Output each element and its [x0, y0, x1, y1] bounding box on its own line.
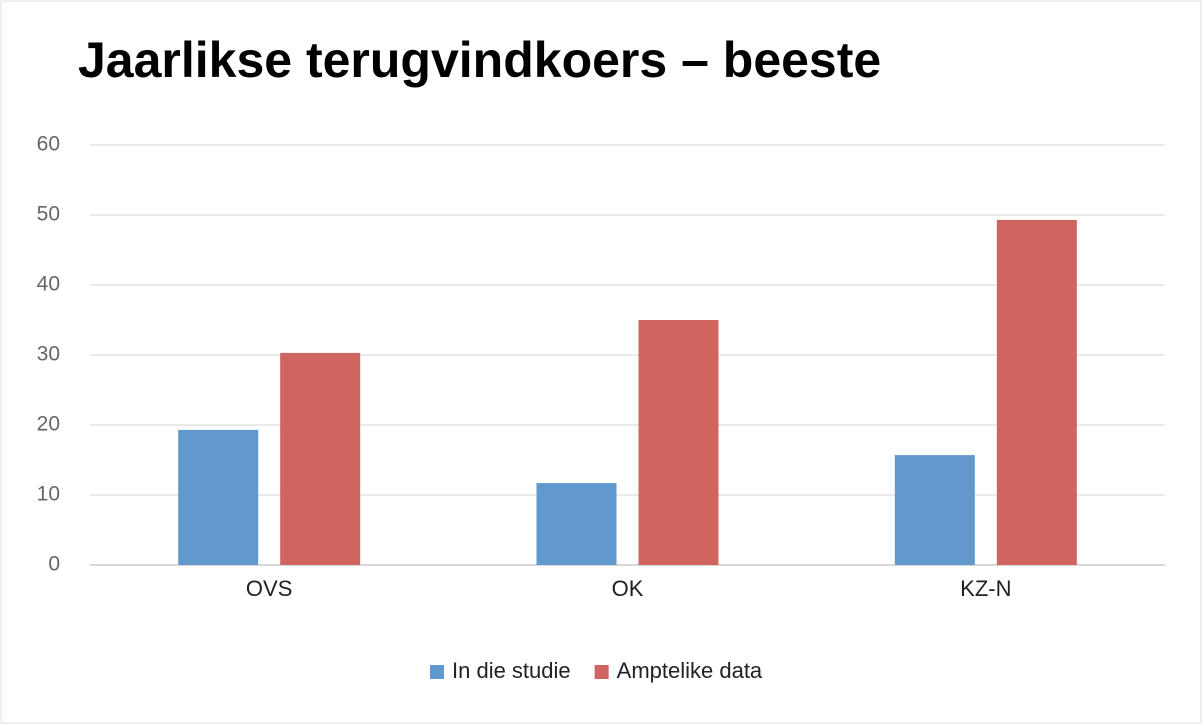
- bar: [638, 320, 719, 565]
- y-tick-label: 30: [37, 343, 60, 366]
- bar: [996, 219, 1077, 565]
- x-tick-label: KZ-N: [960, 576, 1011, 601]
- bar: [178, 429, 259, 565]
- y-tick-label: 50: [37, 203, 60, 226]
- y-tick-label: 60: [37, 133, 60, 156]
- y-tick-label: 40: [37, 273, 60, 296]
- legend-label: Amptelike data: [617, 658, 763, 683]
- legend-swatch: [430, 665, 444, 679]
- legend-swatch: [594, 665, 609, 679]
- x-tick-label: OVS: [246, 576, 292, 601]
- bar: [894, 455, 975, 565]
- bar: [536, 483, 617, 565]
- x-tick-label: OK: [612, 576, 644, 601]
- legend-label: In die studie: [452, 658, 571, 683]
- y-tick-label: 0: [48, 553, 60, 576]
- y-tick-label: 10: [37, 483, 60, 506]
- bar: [280, 352, 361, 565]
- y-tick-label: 20: [37, 413, 60, 436]
- chart-title: Jaarlikse terugvindkoers – beeste: [78, 32, 881, 88]
